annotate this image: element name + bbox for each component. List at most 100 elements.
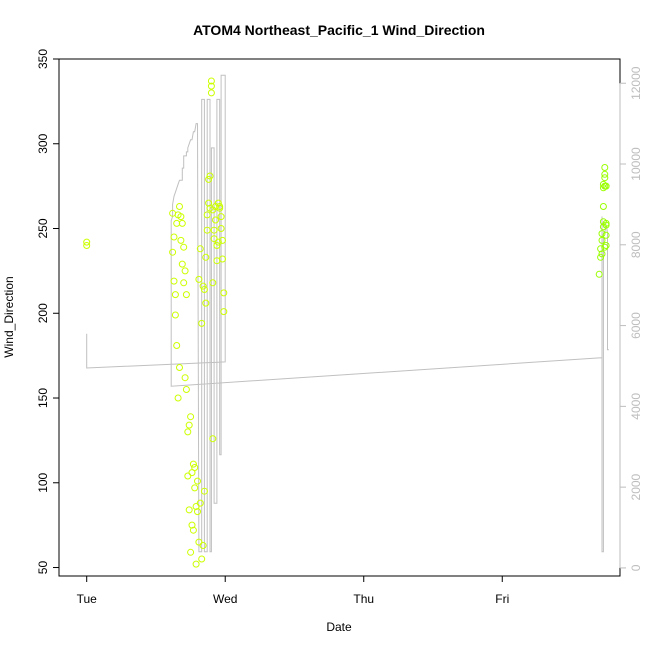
data-point: [177, 213, 185, 221]
data-point: [177, 236, 185, 244]
x-tick-label: Thu: [353, 592, 374, 606]
series-line-layer: [86, 74, 609, 553]
data-point: [598, 236, 606, 244]
data-point: [203, 211, 211, 219]
right-tick-label: 0: [629, 564, 643, 571]
data-point: [205, 175, 213, 183]
data-point: [220, 289, 228, 297]
x-tick-label: Tue: [77, 592, 98, 606]
left-tick-label: 200: [36, 303, 50, 323]
data-point: [196, 245, 204, 253]
data-point: [195, 275, 203, 283]
left-tick-label: 250: [36, 218, 50, 238]
data-point: [178, 260, 186, 268]
data-point: [601, 170, 609, 178]
data-point: [219, 236, 226, 244]
right-tick-label: 12000: [629, 66, 643, 100]
data-point: [216, 204, 224, 212]
data-point: [184, 472, 192, 480]
data-point: [199, 282, 207, 290]
data-point: [181, 374, 189, 382]
data-point: [170, 233, 178, 241]
series-points-layer: [83, 77, 610, 568]
data-point: [601, 164, 609, 171]
data-point: [598, 230, 606, 238]
data-point: [209, 435, 217, 443]
left-tick-label: 50: [36, 561, 50, 575]
data-point: [220, 308, 228, 316]
data-point: [213, 242, 221, 249]
data-point: [217, 225, 225, 232]
data-point: [214, 238, 222, 246]
right-tick-label: 10000: [629, 147, 643, 181]
data-point: [180, 243, 188, 251]
data-point: [191, 464, 199, 471]
data-point: [199, 542, 207, 549]
data-point: [185, 421, 193, 429]
data-point: [207, 82, 215, 90]
data-point: [194, 477, 201, 485]
right-tick-label: 8000: [629, 231, 643, 258]
data-point: [196, 499, 204, 507]
data-point: [595, 270, 603, 278]
data-point: [203, 226, 211, 234]
data-point: [598, 250, 606, 258]
data-point: [219, 255, 226, 263]
data-point: [599, 203, 607, 210]
data-point: [187, 413, 195, 421]
data-point: [210, 235, 218, 243]
data-point: [83, 238, 91, 246]
y-axis-label: Wind_Direction: [2, 276, 16, 357]
data-point: [195, 538, 203, 546]
data-point: [83, 242, 91, 249]
data-point: [187, 548, 195, 556]
data-point: [597, 245, 605, 253]
left-tick-label: 100: [36, 472, 50, 492]
data-point: [189, 460, 197, 468]
data-point: [207, 77, 215, 85]
data-point: [602, 182, 610, 190]
data-point: [180, 279, 188, 287]
data-point: [184, 428, 192, 436]
data-point: [202, 253, 210, 261]
data-point: [198, 555, 206, 563]
data-point: [169, 248, 177, 256]
data-point: [194, 508, 201, 516]
data-point: [182, 291, 190, 299]
data-point: [601, 174, 609, 182]
data-point: [185, 506, 193, 514]
left-tick-label: 150: [36, 388, 50, 408]
x-tick-label: Fri: [495, 592, 509, 606]
data-point: [188, 521, 196, 529]
data-point: [209, 279, 217, 287]
data-point: [198, 319, 206, 327]
right-tick-label: 2000: [629, 473, 643, 500]
data-point: [205, 199, 213, 207]
x-axis-label: Date: [326, 620, 352, 634]
data-point: [202, 299, 210, 307]
series-line-2: [86, 74, 609, 553]
data-point: [192, 560, 200, 568]
data-point: [173, 342, 181, 349]
left-tick-label: 350: [36, 49, 50, 69]
x-axis: Tue Wed Thu Fri: [77, 575, 509, 606]
data-point: [207, 89, 215, 97]
data-point: [170, 277, 178, 285]
data-point: [178, 219, 186, 227]
data-point: [200, 286, 208, 293]
data-point: [210, 226, 218, 234]
data-point: [217, 213, 225, 221]
data-point: [182, 386, 190, 393]
data-point: [174, 394, 182, 402]
data-point: [212, 216, 219, 224]
data-point: [602, 231, 610, 239]
plot-frame: [58, 58, 621, 577]
data-point: [602, 242, 610, 249]
data-point: [191, 484, 199, 492]
data-point: [601, 243, 609, 251]
right-tick-label: 6000: [629, 312, 643, 339]
data-point: [189, 526, 197, 534]
left-y-axis: 50 100 150 200 250 300 350: [36, 49, 60, 575]
data-point: [171, 311, 179, 319]
data-point: [602, 219, 610, 227]
